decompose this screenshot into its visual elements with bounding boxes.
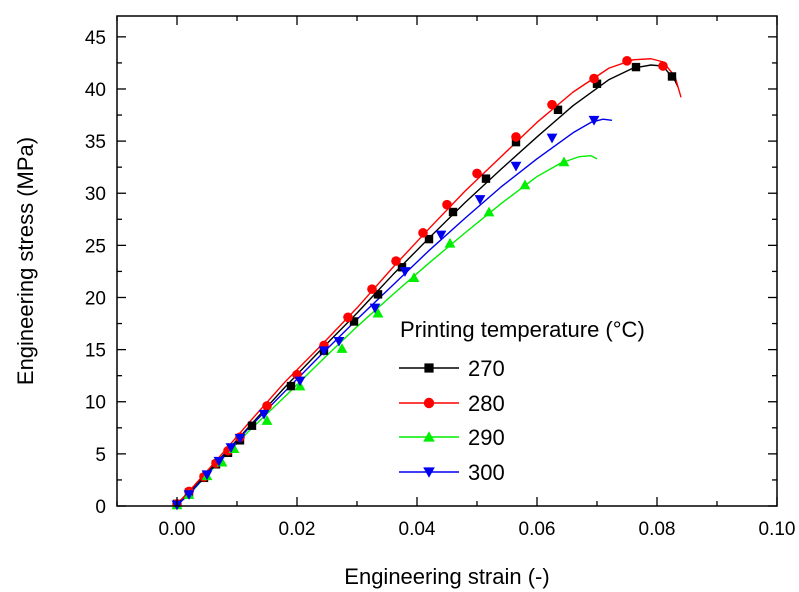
data-point-290 xyxy=(558,156,570,167)
y-tick-label: 25 xyxy=(85,236,106,257)
data-point-270 xyxy=(448,207,458,217)
legend-marker-270 xyxy=(424,363,434,373)
data-point-280 xyxy=(391,256,401,266)
legend-label-300: 300 xyxy=(468,460,505,485)
y-tick-label: 10 xyxy=(85,393,106,414)
data-point-300 xyxy=(225,443,237,454)
data-point-300 xyxy=(234,433,246,444)
legend-label-290: 290 xyxy=(468,425,505,450)
y-axis-title: Engineering stress (MPa) xyxy=(13,137,38,385)
y-tick-label: 40 xyxy=(85,80,106,101)
x-axis-title: Engineering strain (-) xyxy=(344,564,549,589)
data-point-270 xyxy=(553,105,563,115)
data-point-270 xyxy=(373,290,383,299)
data-point-300 xyxy=(510,161,522,172)
data-point-300 xyxy=(399,267,411,277)
data-point-300 xyxy=(213,456,225,467)
y-tick-label: 35 xyxy=(85,132,106,153)
data-point-280 xyxy=(442,199,452,210)
x-tick-label: 0.04 xyxy=(399,519,436,540)
data-point-300 xyxy=(474,195,486,205)
data-point-270 xyxy=(349,317,359,326)
data-point-300 xyxy=(588,115,600,126)
legend-marker-300 xyxy=(423,467,435,478)
data-point-300 xyxy=(201,470,213,481)
data-point-290 xyxy=(372,307,384,318)
axis-ticks xyxy=(116,16,778,507)
data-point-280 xyxy=(367,284,377,294)
data-point-300 xyxy=(183,490,195,500)
x-tick-label: 0.00 xyxy=(159,519,196,540)
y-tick-label: 20 xyxy=(85,288,106,309)
data-point-300 xyxy=(318,346,330,357)
data-point-280 xyxy=(658,61,668,71)
data-point-270 xyxy=(592,79,602,88)
data-point-300 xyxy=(258,409,270,420)
legend-marker-280 xyxy=(423,397,435,409)
data-point-280 xyxy=(622,56,632,66)
y-tick-label: 30 xyxy=(85,184,106,205)
data-point-270 xyxy=(481,174,491,183)
data-point-280 xyxy=(262,401,272,411)
data-point-300 xyxy=(435,230,447,241)
data-point-280 xyxy=(418,228,428,238)
tick-labels: 0.00 0.02 0.04 0.06 0.08 0.10 0 5 10 15 20 25 30 35 40… xyxy=(85,28,796,540)
x-tick-label: 0.10 xyxy=(759,519,796,540)
data-point-300 xyxy=(546,133,558,144)
y-tick-label: 5 xyxy=(95,445,106,466)
data-point-270 xyxy=(424,234,434,244)
data-point-280 xyxy=(511,132,521,142)
plot-markers xyxy=(171,56,677,511)
y-tick-label: 15 xyxy=(85,341,106,362)
legend-label-270: 270 xyxy=(468,356,505,381)
data-point-280 xyxy=(343,312,353,323)
data-point-280 xyxy=(589,73,599,84)
data-point-290 xyxy=(444,237,456,248)
y-tick-label: 0 xyxy=(95,497,106,518)
legend: Printing temperature (°C) 270 280 290 300 xyxy=(399,317,645,485)
plot-frame xyxy=(116,15,778,507)
y-tick-label: 45 xyxy=(85,28,106,49)
legend-title: Printing temperature (°C) xyxy=(400,317,645,342)
data-point-290 xyxy=(408,272,420,283)
data-point-300 xyxy=(294,376,306,387)
legend-label-280: 280 xyxy=(468,391,505,416)
data-point-270 xyxy=(511,137,521,147)
data-point-300 xyxy=(333,336,345,347)
data-point-270 xyxy=(286,381,296,391)
x-tick-label: 0.02 xyxy=(279,519,316,540)
data-point-290 xyxy=(519,179,531,190)
data-point-300 xyxy=(369,303,381,314)
data-point-290 xyxy=(483,206,495,217)
data-point-290 xyxy=(261,415,273,425)
data-point-270 xyxy=(247,421,257,430)
legend-marker-290 xyxy=(423,431,435,442)
data-point-290 xyxy=(336,343,348,353)
data-point-270 xyxy=(631,62,641,72)
data-point-280 xyxy=(547,99,557,110)
data-point-270 xyxy=(667,72,677,81)
data-point-280 xyxy=(472,168,482,179)
x-tick-label: 0.08 xyxy=(639,519,676,540)
x-tick-label: 0.06 xyxy=(519,519,556,540)
